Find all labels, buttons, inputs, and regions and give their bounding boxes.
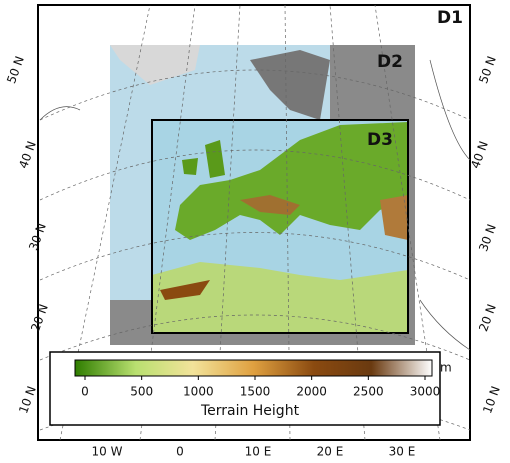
- latitude-label: 30 N: [476, 222, 499, 253]
- colorbar-label: Terrain Height: [200, 403, 300, 419]
- latitude-label: 10 N: [480, 384, 503, 415]
- colorbar-tick-label: 2000: [296, 385, 327, 399]
- latitude-label: 40 N: [16, 139, 39, 170]
- colorbar-tick-label: 2500: [353, 385, 384, 399]
- colorbar-tick-label: 500: [130, 385, 153, 399]
- domain-label: D1: [437, 8, 463, 28]
- longitude-label: 10 E: [245, 445, 272, 459]
- latitude-label: 50 N: [4, 54, 27, 85]
- latitude-label: 20 N: [476, 302, 499, 333]
- domain-label: D2: [377, 52, 403, 72]
- colorbar-tick-label: 3000: [410, 385, 441, 399]
- longitude-label: 20 E: [317, 445, 344, 459]
- latitude-label: 50 N: [476, 54, 499, 85]
- latitude-label: 40 N: [468, 139, 491, 170]
- longitude-label: 30 E: [389, 445, 416, 459]
- colorbar-tick-label: 1000: [183, 385, 214, 399]
- map-body: [37, 4, 471, 441]
- domain-label: D3: [367, 130, 393, 150]
- colorbar: [74, 359, 433, 377]
- colorbar-unit: m: [440, 361, 452, 375]
- latitude-label: 10 N: [16, 384, 39, 415]
- longitude-label: 0: [176, 445, 184, 459]
- colorbar-tick-label: 1500: [240, 385, 271, 399]
- longitude-label: 10 W: [92, 445, 123, 459]
- colorbar-tick-label: 0: [81, 385, 89, 399]
